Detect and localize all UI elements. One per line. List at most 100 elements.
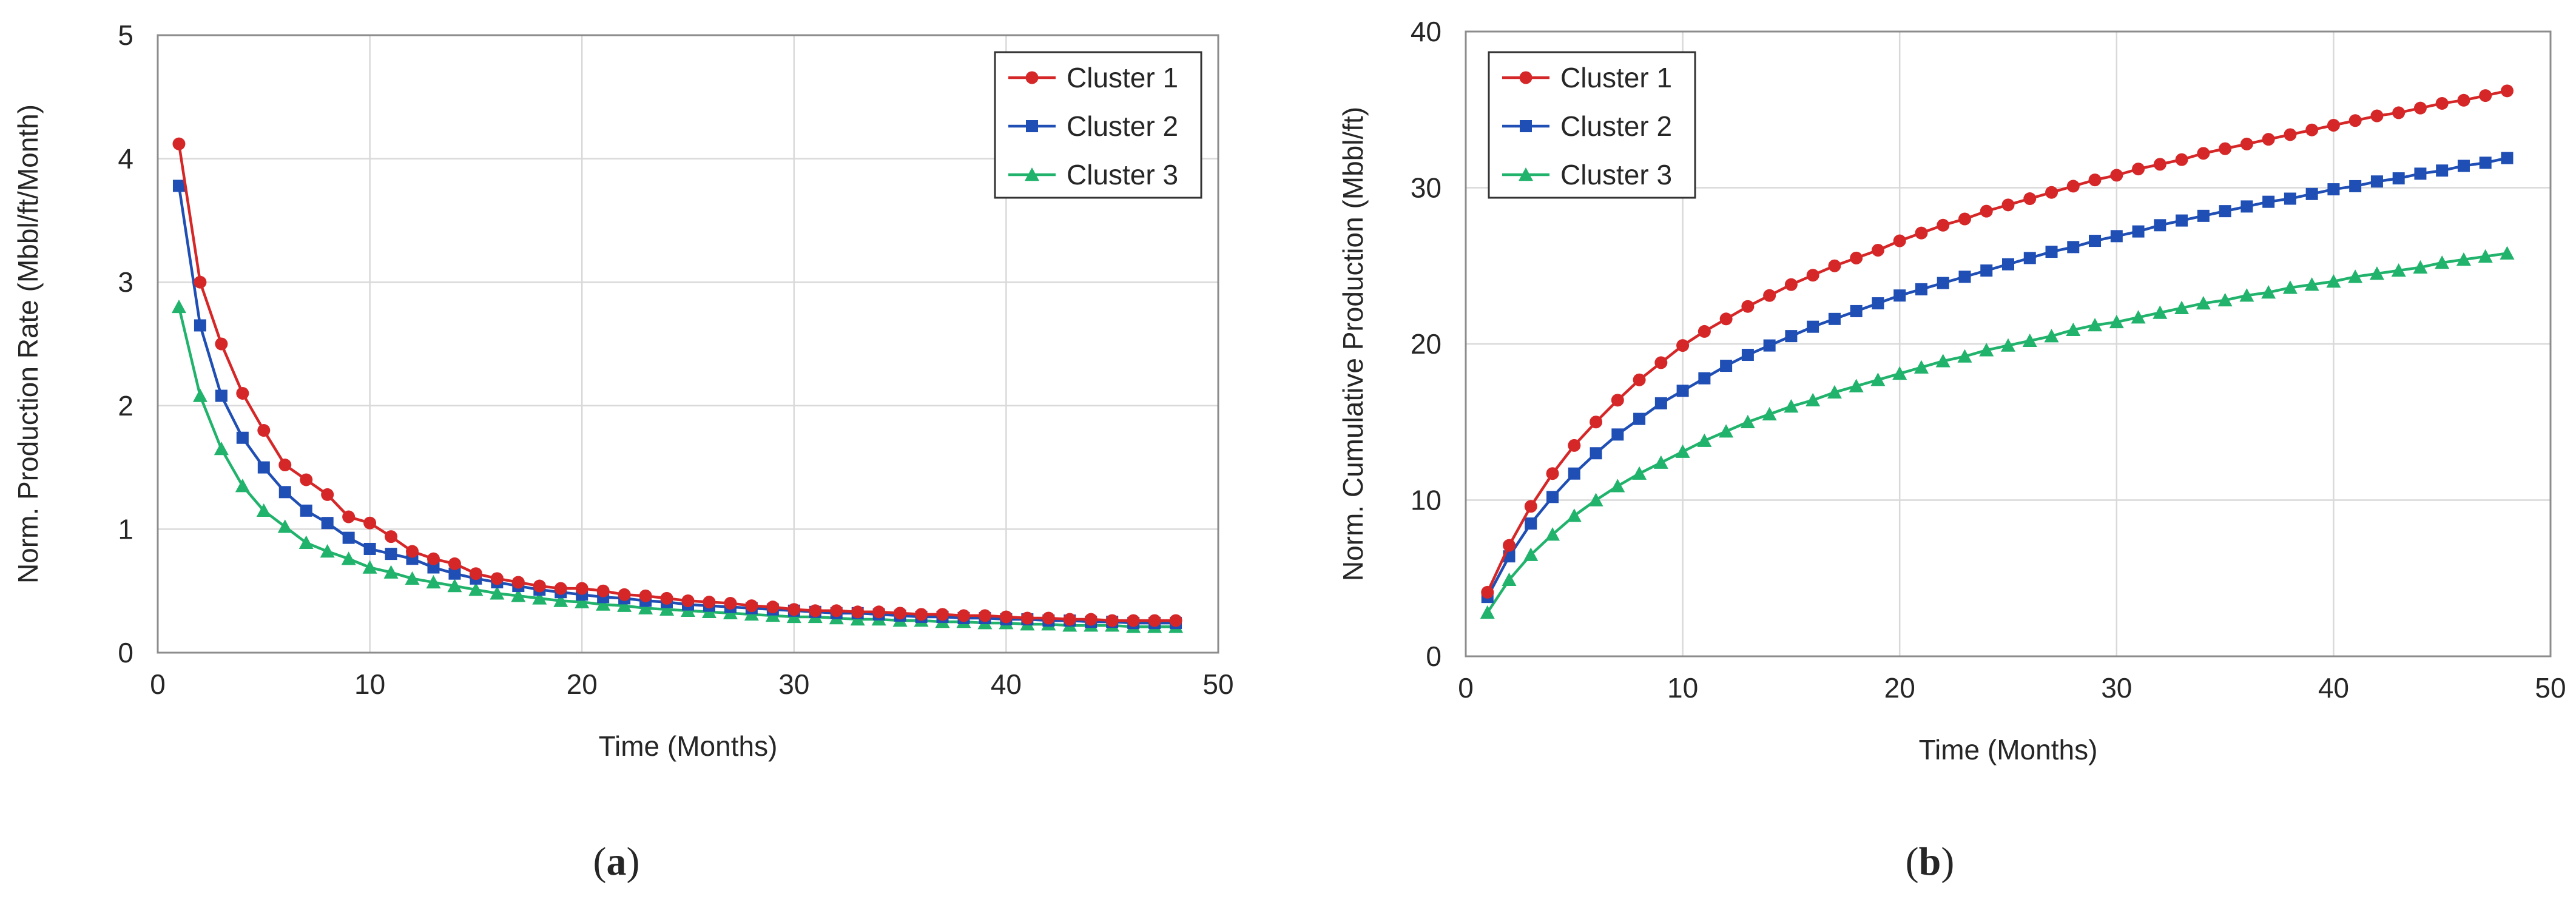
data-point <box>957 609 970 622</box>
data-point <box>978 609 991 622</box>
data-point <box>2001 198 2015 212</box>
data-point <box>321 488 334 501</box>
x-tick-label: 30 <box>778 668 809 700</box>
series-cluster-3 <box>1480 246 2515 619</box>
data-point <box>2241 200 2253 213</box>
x-tick-label: 50 <box>2535 672 2566 704</box>
data-point <box>2479 89 2492 103</box>
data-point <box>1610 479 1625 493</box>
data-point <box>1568 467 1580 480</box>
data-point <box>2327 119 2340 132</box>
x-tick-label: 0 <box>1458 672 1474 704</box>
data-point <box>405 571 420 585</box>
y-tick-label: 10 <box>1411 485 1441 516</box>
data-point <box>1676 339 1690 352</box>
data-point <box>406 545 419 558</box>
data-point <box>2327 183 2340 196</box>
data-point <box>320 544 335 558</box>
legend-label: Cluster 3 <box>1560 159 1672 190</box>
data-point <box>2044 329 2059 343</box>
data-point <box>2479 156 2492 169</box>
data-point <box>1763 289 1776 302</box>
data-point <box>2110 169 2123 182</box>
y-tick-label: 30 <box>1411 172 1441 204</box>
data-point <box>2088 318 2103 332</box>
data-point <box>1913 360 1929 374</box>
data-point <box>2478 249 2493 263</box>
y-tick-label: 0 <box>118 637 133 668</box>
data-point <box>194 275 207 289</box>
legend: Cluster 1 Cluster 2 Cluster 3 <box>994 51 1202 199</box>
data-point <box>171 299 186 314</box>
data-point <box>448 557 461 570</box>
data-point <box>490 586 505 600</box>
data-point <box>363 542 376 555</box>
data-point <box>2197 147 2210 160</box>
data-point <box>2153 305 2168 319</box>
x-tick-label: 30 <box>2101 672 2132 704</box>
data-point <box>257 461 270 474</box>
data-point <box>1979 343 1994 357</box>
y-axis-label: Norm. Production Rate (Mbbl/ft/Month) <box>12 104 44 584</box>
data-point <box>1893 289 1906 302</box>
data-point <box>2219 142 2232 155</box>
data-point <box>2348 114 2362 127</box>
y-tick-label: 40 <box>1411 16 1441 47</box>
data-point <box>1568 439 1581 452</box>
data-point <box>2457 160 2470 172</box>
data-point <box>298 535 314 549</box>
data-point <box>362 560 377 574</box>
data-point <box>172 137 186 150</box>
data-point <box>532 591 547 605</box>
data-point <box>2348 269 2363 283</box>
data-point <box>2217 292 2233 307</box>
data-point <box>1503 539 1516 552</box>
data-point <box>2435 96 2449 110</box>
data-point <box>385 530 398 543</box>
data-point <box>1958 212 1971 226</box>
data-point <box>681 594 695 607</box>
data-point <box>321 517 334 530</box>
data-point <box>383 565 399 579</box>
data-point <box>894 607 907 620</box>
data-point <box>660 591 673 605</box>
data-point <box>2066 322 2081 337</box>
series-cluster-1 <box>172 137 1182 627</box>
legend-label: Cluster 2 <box>1560 110 1672 142</box>
data-point <box>1654 356 1668 369</box>
data-point <box>300 473 313 486</box>
data-point <box>638 601 653 614</box>
data-point <box>300 504 312 517</box>
data-point <box>1063 613 1076 626</box>
data-point <box>1935 354 1951 368</box>
data-point <box>1720 360 1733 372</box>
data-point <box>1654 397 1667 409</box>
data-point <box>1020 611 1034 625</box>
legend-marker <box>1519 167 1533 181</box>
data-point <box>215 389 228 402</box>
data-point <box>1633 373 1646 386</box>
data-point <box>2456 252 2471 266</box>
data-point <box>1806 269 1819 282</box>
data-point <box>1741 300 1755 313</box>
chart-panel-a: 0 10 20 30 40 50 0 1 2 3 4 5 Time (Months) Norm. Prod… <box>12 19 1234 884</box>
data-point <box>2413 101 2427 115</box>
data-point <box>1870 372 1886 386</box>
series-cluster-2 <box>172 180 1182 630</box>
x-tick-label: 10 <box>354 668 385 700</box>
data-point <box>2174 300 2190 314</box>
data-point <box>2305 123 2319 136</box>
legend-label: Cluster 1 <box>1560 62 1672 93</box>
data-point <box>1502 572 1517 587</box>
data-point <box>1762 406 1777 421</box>
data-point <box>342 510 356 523</box>
data-point <box>2304 277 2319 291</box>
data-point <box>1784 278 1798 291</box>
data-point <box>2089 235 2102 247</box>
data-point <box>2066 180 2080 193</box>
data-point <box>1588 493 1603 506</box>
data-point <box>2175 153 2188 166</box>
data-point <box>1127 614 1140 627</box>
data-point <box>1850 251 1863 264</box>
data-point <box>2305 187 2318 200</box>
